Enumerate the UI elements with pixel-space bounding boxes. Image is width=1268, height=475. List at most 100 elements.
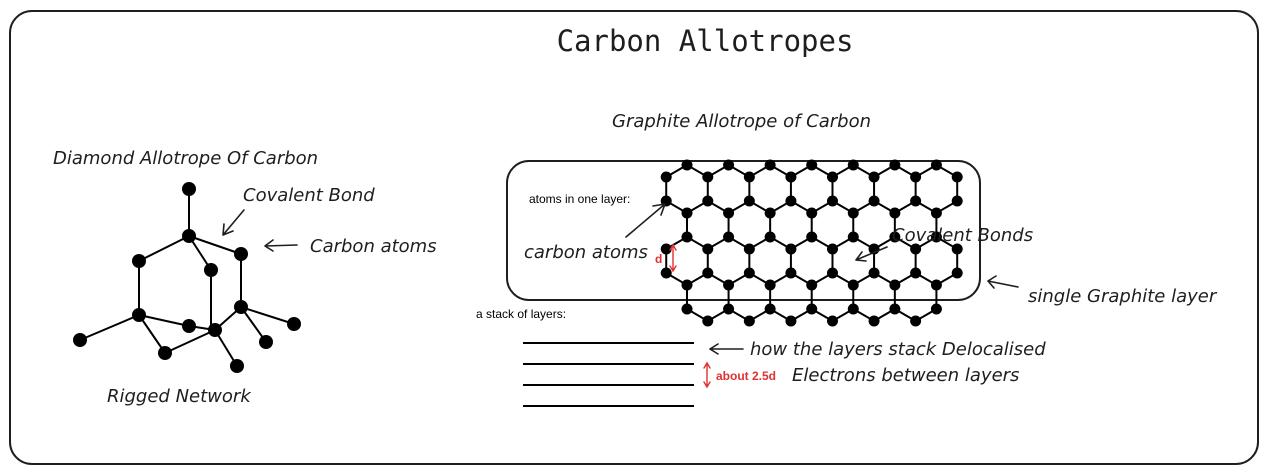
bond xyxy=(188,235,242,255)
stack-arrow xyxy=(709,343,744,355)
one-layer-arrow xyxy=(625,203,666,238)
lattice-atom xyxy=(785,243,797,255)
lattice-atom xyxy=(806,159,818,171)
bond xyxy=(240,306,295,325)
lattice-atom xyxy=(806,231,818,243)
lattice-atom xyxy=(930,159,942,171)
graphite-lattice xyxy=(660,159,963,327)
single-layer-label: single Graphite layer xyxy=(1028,286,1218,307)
carbon-atom xyxy=(234,247,248,261)
carbon-atom xyxy=(182,182,196,196)
covalent-bond-arrow xyxy=(222,209,245,236)
lattice-atom xyxy=(681,279,693,291)
lattice-atom xyxy=(868,171,880,183)
diamond-atoms xyxy=(73,182,301,373)
carbon-atom xyxy=(158,346,172,360)
carbon-atom xyxy=(234,300,248,314)
covalent-bonds-label: Covalent Bonds xyxy=(892,225,1033,246)
diamond-section: Diamond Allotrope Of Carbon xyxy=(53,148,437,407)
diamond-heading: Diamond Allotrope Of Carbon xyxy=(53,148,318,169)
lattice-atom xyxy=(826,315,838,327)
lattice-atom xyxy=(847,207,859,219)
layer-stack xyxy=(523,342,694,407)
lattice-atom xyxy=(681,303,693,315)
stack-label: a stack of layers: xyxy=(476,307,566,321)
layer-spacing-arrow xyxy=(703,361,711,389)
bond xyxy=(79,314,140,341)
lattice-atom xyxy=(951,195,963,207)
bond-length-arrow xyxy=(669,243,677,273)
lattice-atom xyxy=(764,231,776,243)
carbon-atom xyxy=(287,317,301,331)
lattice-atom xyxy=(764,279,776,291)
bond xyxy=(214,329,238,367)
lattice-atom xyxy=(785,195,797,207)
lattice-atom xyxy=(910,267,922,279)
lattice-atom xyxy=(702,243,714,255)
lattice-atom xyxy=(889,207,901,219)
lattice-atom xyxy=(764,303,776,315)
lattice-atom xyxy=(785,171,797,183)
lattice-atom xyxy=(951,171,963,183)
lattice-atom xyxy=(826,195,838,207)
layer-spacing-label: about 2.5d xyxy=(716,369,776,383)
page-title: Carbon Allotropes xyxy=(557,24,854,58)
lattice-atom xyxy=(910,195,922,207)
lattice-atom xyxy=(743,171,755,183)
lattice-atom xyxy=(910,171,922,183)
lattice-atom xyxy=(681,159,693,171)
single-layer-arrow xyxy=(987,275,1019,289)
carbon-atoms-arrow xyxy=(264,239,298,252)
carbon-atom xyxy=(259,335,273,349)
lattice-atom xyxy=(951,243,963,255)
lattice-atom xyxy=(826,171,838,183)
lattice-atom xyxy=(806,207,818,219)
lattice-atom xyxy=(785,315,797,327)
bond-length-symbol: d xyxy=(655,252,662,266)
network-label: Rigged Network xyxy=(107,386,252,407)
lattice-atom xyxy=(723,231,735,243)
carbon-atoms-label: Carbon atoms xyxy=(310,236,437,257)
lattice-atom xyxy=(681,207,693,219)
lattice-atom xyxy=(910,243,922,255)
lattice-atom xyxy=(847,231,859,243)
graphite-heading: Graphite Allotrope of Carbon xyxy=(612,111,871,132)
covalent-bond-label: Covalent Bond xyxy=(243,185,375,206)
lattice-atom xyxy=(723,303,735,315)
lattice-atom xyxy=(930,279,942,291)
lattice-atom xyxy=(910,315,922,327)
lattice-atom xyxy=(930,303,942,315)
lattice-atom xyxy=(847,303,859,315)
bond xyxy=(138,314,190,327)
bond xyxy=(138,235,190,262)
carbon-atom xyxy=(230,359,244,373)
carbon-atom xyxy=(73,333,87,347)
carbon-atom xyxy=(132,254,146,268)
lattice-atom xyxy=(826,243,838,255)
lattice-atom xyxy=(702,195,714,207)
lattice-atom xyxy=(723,207,735,219)
lattice-atom xyxy=(930,231,942,243)
lattice-atom xyxy=(889,303,901,315)
lattice-atom xyxy=(743,315,755,327)
lattice-atom xyxy=(681,231,693,243)
one-layer-label: atoms in one layer: xyxy=(529,192,630,206)
lattice-atom xyxy=(889,279,901,291)
lattice-atom xyxy=(723,279,735,291)
lattice-atom xyxy=(723,159,735,171)
lattice-atom xyxy=(806,279,818,291)
lattice-atom xyxy=(889,231,901,243)
lattice-atom xyxy=(764,159,776,171)
carbon-atom xyxy=(182,229,196,243)
covalent-bonds-arrow xyxy=(855,246,888,262)
lattice-atom xyxy=(702,171,714,183)
graphite-carbon-atoms-label: carbon atoms xyxy=(524,242,648,263)
carbon-atom xyxy=(182,319,196,333)
lattice-atom xyxy=(660,171,672,183)
outer-frame xyxy=(9,10,1259,465)
lattice-atom xyxy=(868,315,880,327)
lattice-atom xyxy=(743,195,755,207)
lattice-atom xyxy=(868,195,880,207)
lattice-atom xyxy=(847,159,859,171)
